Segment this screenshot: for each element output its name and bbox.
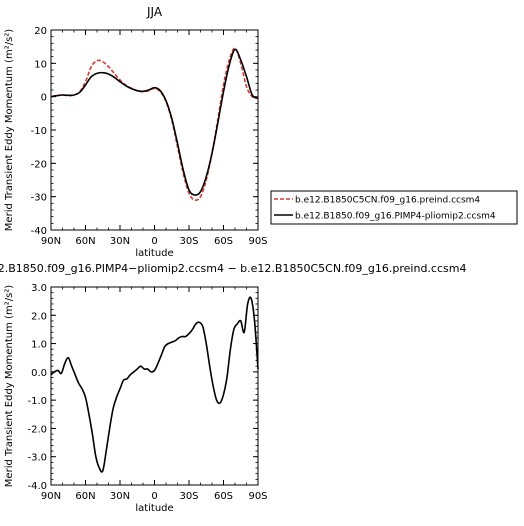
y-tick-label: -1.0 — [27, 396, 47, 407]
x-tick-label: 30N — [110, 236, 130, 247]
x-tick-label: 0 — [151, 236, 157, 247]
x-tick-label: 30S — [179, 491, 198, 502]
series-line-0 — [50, 296, 259, 473]
y-tick-label: 1.0 — [31, 340, 47, 351]
y-tick-label: -2.0 — [27, 424, 47, 435]
plot-frame — [50, 286, 259, 486]
x-tick-label: 60N — [75, 491, 95, 502]
y-tick-label: 3.0 — [31, 283, 47, 294]
series-line-1 — [50, 48, 259, 196]
x-tick-label: 30N — [110, 491, 130, 502]
chart-title: JJA — [146, 5, 163, 19]
x-tick-label: 60N — [75, 236, 95, 247]
x-tick-label: 90S — [248, 491, 267, 502]
legend-label-1: b.e12.B1850.f09_g16.PIMP4-pliomip2.ccsm4 — [295, 212, 496, 222]
x-tick-label: 90S — [248, 236, 267, 247]
y-tick-label: 20 — [34, 26, 47, 37]
x-axis-label: latitude — [135, 248, 173, 259]
x-tick-label: 30S — [179, 236, 198, 247]
x-tick-label: 90N — [41, 491, 61, 502]
y-tick-label: -3.0 — [27, 453, 47, 464]
y-tick-label: 2.0 — [31, 311, 47, 322]
x-tick-label: 0 — [151, 491, 157, 502]
legend-label-0: b.e12.B1850C5CN.f09_g16.preind.ccsm4 — [295, 196, 480, 206]
x-tick-label: 60S — [214, 236, 233, 247]
y-tick-label: 0 — [41, 93, 47, 104]
y-tick-label: -10 — [31, 126, 47, 137]
y-tick-label: -4.0 — [27, 481, 47, 492]
y-tick-label: 10 — [34, 59, 47, 70]
y-axis-label: Merid Transient Eddy Momentum (m²/s²) — [4, 29, 15, 231]
chart-title: b.e12.B1850.f09_g16.PIMP4−pliomip2.ccsm4… — [0, 262, 466, 275]
legend-box — [270, 190, 518, 225]
x-tick-label: 60S — [214, 491, 233, 502]
y-tick-label: -20 — [31, 159, 47, 170]
y-axis-label: Merid Transient Eddy Momentum (m²/s²) — [4, 285, 15, 487]
x-tick-label: 90N — [41, 236, 61, 247]
y-tick-label: 0.0 — [31, 368, 47, 379]
y-tick-label: -40 — [31, 226, 47, 237]
y-tick-label: -30 — [31, 193, 47, 204]
plot-frame — [50, 29, 259, 231]
x-axis-label: latitude — [135, 503, 173, 514]
